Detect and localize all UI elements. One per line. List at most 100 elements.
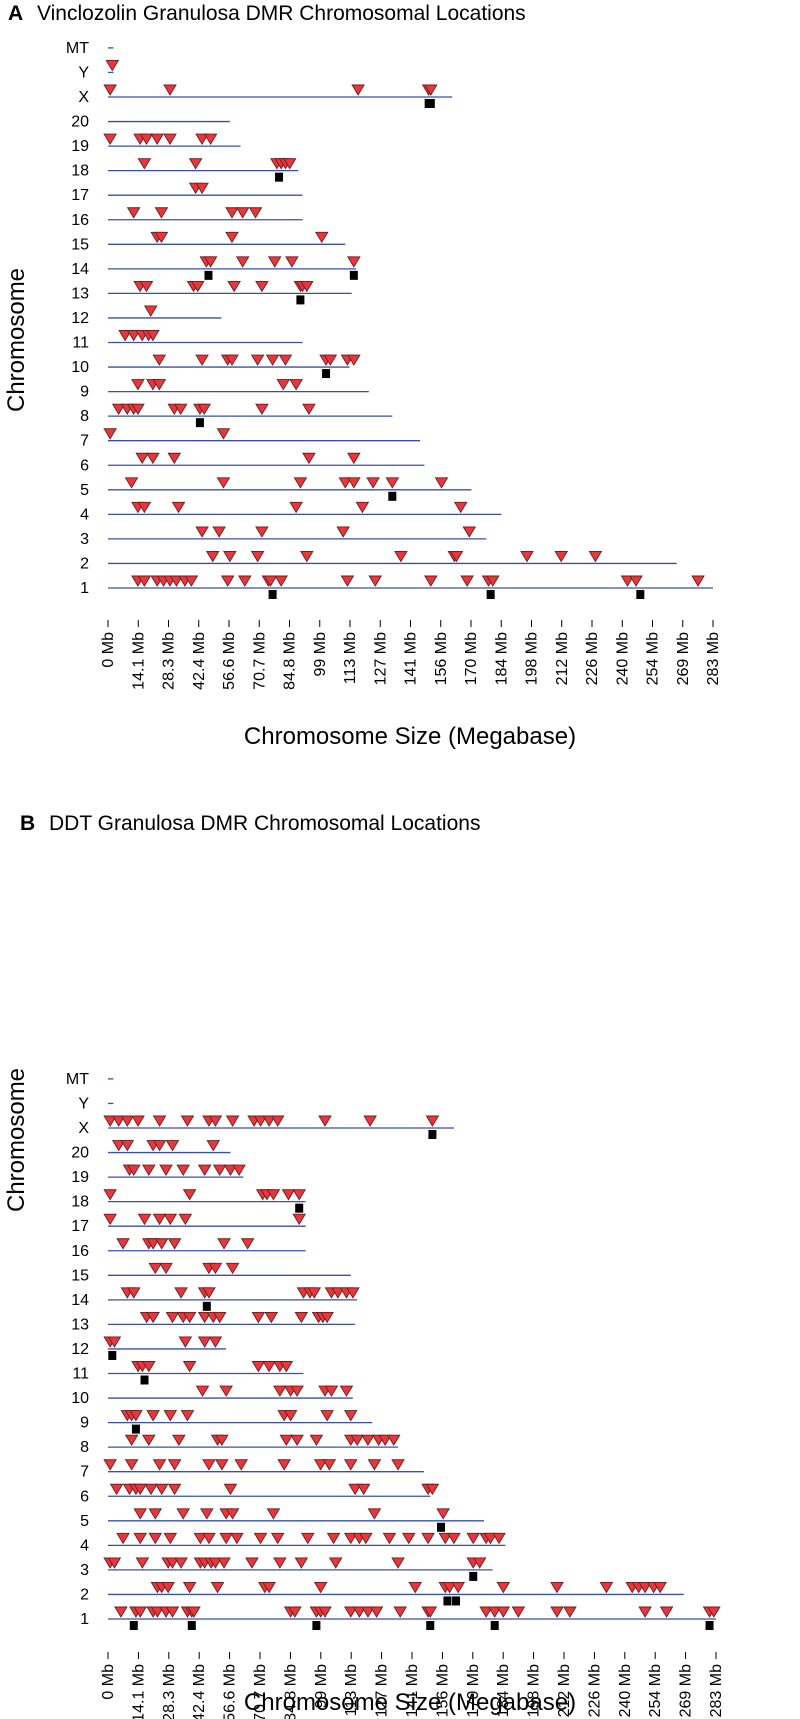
panel-b-dmr-marker [653,1581,667,1594]
panel-b-ytick-label: X [78,1120,89,1137]
panel-b-dmr-marker [215,1459,229,1471]
panel-b-dmr-marker [178,1336,193,1348]
panel-b-dmr-marker [174,1557,188,1569]
panel-a-ytick-label: 6 [80,457,89,474]
panel-a-dmr-marker [173,403,188,416]
panel-b-dmr-marker [215,1434,229,1447]
panel-b-ylabel: Chromosome [3,1068,30,1212]
panel-b-dmr-marker [212,1311,227,1324]
panel-b-dmr-marker [152,1140,167,1152]
panel-a-dmr-marker [368,575,383,587]
panel-a-epimutation-marker [349,270,358,280]
panel-b: B DDT Granulosa DMR Chromosomal Location… [3,812,725,1719]
panel-b-dmr-marker [322,1459,337,1471]
panel-b-dmr-marker [197,1164,212,1176]
panel-b-dmr-marker [223,1164,238,1176]
panel-b-ytick-label: 5 [80,1513,89,1530]
panel-a-ytick-label: 16 [71,212,89,229]
panel-b-dmr-marker [367,1459,382,1471]
panel-b-xtick-label: 198 Mb [526,1664,543,1717]
panel-b-dmr-marker [232,1164,246,1176]
panel-b-dmr-marker [290,1385,304,1397]
panel-b-ytick-label: 2 [80,1586,89,1603]
panel-b-ytick-label: 20 [71,1145,89,1162]
panel-b-ytick-label: 11 [72,1366,89,1383]
panel-b-dmr-marker [442,1581,457,1594]
panel-a-xtick-label: 198 Mb [524,632,541,685]
panel-b-dmr-marker [200,1508,214,1520]
panel-a-ytick-label: 7 [80,433,89,450]
panel-b-dmr-marker [133,1508,148,1520]
panel-b-dmr-marker [163,1213,178,1226]
panel-a-ytick-label: 12 [71,310,89,327]
panel-b-dmr-marker [361,1434,375,1447]
panel-b-epimutation-marker [131,1424,140,1434]
panel-b-dmr-marker [202,1459,216,1471]
panel-a-xtick-label: 141 Mb [403,632,420,685]
panel-a-ylabel: Chromosome [3,268,30,412]
panel-b-dmr-marker [109,1483,124,1496]
panel-a-dmr-marker [227,280,241,293]
panel-b-ytick-label: 17 [71,1218,89,1235]
panel-b-dmr-marker [253,1115,268,1127]
panel-b-dmr-marker [273,1557,287,1569]
panel-a-dmr-marker [434,477,449,489]
panel-b-dmr-marker [124,1459,139,1471]
panel-a-dmr-marker [338,477,353,489]
panel-a-ytick-label: Y [78,64,89,81]
panel-a-dmr-marker [691,575,705,587]
panel-b-xtick-label: 269 Mb [678,1664,695,1717]
panel-b-dmr-marker [174,1287,188,1299]
panel-b-dmr-marker [197,1336,212,1348]
panel-a-dmr-marker [190,280,205,293]
panel-b-epimutation-marker [312,1621,321,1630]
panel-a-dmr-marker [103,133,117,145]
panel-a-ytick-label: X [78,89,89,106]
panel-b-ytick-label: 9 [80,1415,89,1432]
panel-b-ytick-label: 18 [71,1194,89,1211]
panel-a-ytick-label: MT [66,40,89,57]
panel-b-dmr-marker [281,1189,296,1201]
panel-a-dmr-marker [424,575,438,587]
panel-a-xtick-label: 170 Mb [463,632,480,685]
panel-b-dmr-marker [193,1532,208,1545]
panel-a-xtick-label: 28.3 Mb [161,632,178,690]
panel-a-xtick-label: 184 Mb [493,632,510,685]
panel-b-dmr-marker [270,1115,285,1127]
panel-b-dmr-marker [182,1311,197,1324]
panel-b-dmr-marker [451,1581,465,1594]
panel-a-dmr-marker [355,501,370,514]
panel-b-dmr-marker [180,1410,195,1422]
panel-b-dmr-marker [154,1483,169,1496]
panel-b-epimutation-marker [705,1621,714,1630]
panel-b-dmr-marker [144,1483,158,1496]
panel-b-ytick-label: 6 [80,1488,89,1505]
panel-b-xlabel: Chromosome Size (Megabase) [244,1689,576,1716]
panel-b-ytick-label: Y [78,1095,89,1112]
panel-a-ytick-label: 11 [72,335,89,352]
panel-b-dmr-marker [350,1434,365,1447]
panel-b-dmr-marker [116,1532,130,1545]
panel-b-dmr-marker [382,1532,397,1545]
panel-b-epimutation-marker [490,1621,499,1630]
panel-a-dmr-marker [223,551,237,563]
panel-b-dmr-marker [307,1287,322,1299]
panel-b-dmr-marker [210,1581,225,1594]
panel-a-dmr-marker [154,231,169,244]
panel-a-dmr-marker [126,330,141,342]
panel-b-dmr-marker [103,1189,117,1201]
panel-a-dmr-marker [250,354,265,366]
panel-b-dmr-marker [225,1115,240,1127]
panel-b-dmr-marker [313,1581,328,1594]
panel-b-dmr-marker [148,1508,163,1520]
panel-a-dmr-marker [169,575,184,587]
panel-b-dmr-marker [391,1557,405,1569]
panel-b-xtick-label: 42.4 Mb [191,1664,208,1719]
panel-b-dmr-marker [288,1606,302,1618]
panel-b-ytick-label: MT [66,1071,89,1088]
panel-b-dmr-marker [142,1361,156,1373]
panel-b-ytick-label: 12 [71,1341,89,1358]
panel-b-dmr-marker [550,1606,564,1618]
panel-a-xtick-label: 254 Mb [645,632,662,685]
panel-b-dmr-marker [262,1115,276,1127]
